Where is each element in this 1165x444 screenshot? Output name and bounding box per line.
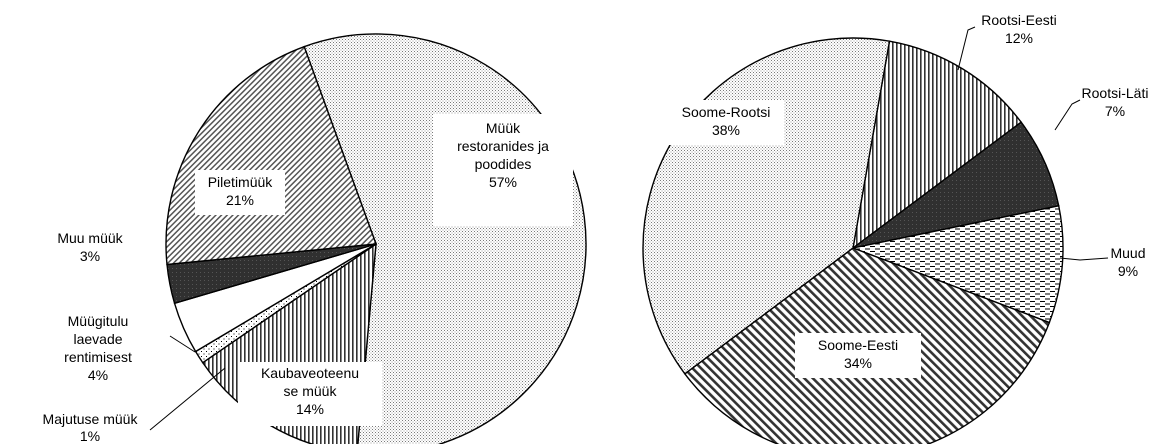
pie1-label-muu-muuk: Muu müük 3% bbox=[57, 230, 123, 264]
pie2-label-soome-rootsi: Soome-Rootsi 38% bbox=[668, 100, 784, 145]
slice-percent-label: 3% bbox=[80, 248, 100, 264]
pie2-label-muud: Muud 9% bbox=[1059, 245, 1146, 279]
slice-percent-label: 34% bbox=[844, 355, 872, 371]
slice-percent-label: 21% bbox=[226, 192, 254, 208]
slice-name-label: Rootsi-Eesti bbox=[981, 12, 1056, 28]
pie1-label-piletimuuk: Piletimüük 21% bbox=[195, 170, 285, 215]
pie2-label-rootsi-lati: Rootsi-Läti 7% bbox=[1054, 85, 1149, 131]
slice-name-label: Majutuse müük bbox=[43, 411, 139, 427]
slice-name-label: laevade bbox=[73, 331, 122, 347]
slice-percent-label: 12% bbox=[1005, 30, 1033, 46]
slice-percent-label: 38% bbox=[712, 122, 740, 138]
slice-percent-label: 1% bbox=[80, 428, 100, 444]
slice-name-label: Soome-Eesti bbox=[818, 337, 898, 353]
slice-name-label: restoranides ja bbox=[457, 138, 549, 154]
slice-percent-label: 7% bbox=[1105, 103, 1125, 119]
slice-name-label: poodides bbox=[475, 156, 532, 172]
slice-name-label: Müük bbox=[486, 120, 521, 136]
pie1-label-kaubaveoteenuse-muuk: Kaubaveoteenu se müük 14% bbox=[238, 362, 382, 426]
pie1-label-muugitulu-laevade-rentimisest: Müügitulu laevade rentimisest 4% bbox=[64, 313, 196, 383]
pie2-slice-muud bbox=[850, 204, 1064, 324]
slice-name-label: Muu müük bbox=[57, 230, 123, 246]
slice-name-label: Piletimüük bbox=[208, 174, 274, 190]
pie2-label-soome-eesti: Soome-Eesti 34% bbox=[795, 333, 921, 378]
slice-percent-label: 14% bbox=[296, 401, 324, 417]
slice-name-label: Kaubaveoteenu bbox=[261, 365, 359, 381]
slice-name-label: Muud bbox=[1110, 245, 1145, 261]
slice-name-label: Rootsi-Läti bbox=[1082, 85, 1149, 101]
slice-name-label: se müük bbox=[284, 383, 338, 399]
slice-percent-label: 57% bbox=[489, 174, 517, 190]
pie1-label-muuk-restoranides-ja-poodides: Müük restoranides ja poodides 57% bbox=[433, 114, 573, 226]
pie2-slice-rootsi-eesti bbox=[852, 40, 1023, 250]
slice-percent-label: 9% bbox=[1118, 263, 1138, 279]
slice-name-label: Müügitulu bbox=[68, 313, 129, 329]
pie2-label-rootsi-eesti: Rootsi-Eesti 12% bbox=[957, 12, 1057, 71]
slice-percent-label: 4% bbox=[88, 367, 108, 383]
slice-name-label: rentimisest bbox=[64, 349, 132, 365]
slice-name-label: Soome-Rootsi bbox=[682, 104, 771, 120]
